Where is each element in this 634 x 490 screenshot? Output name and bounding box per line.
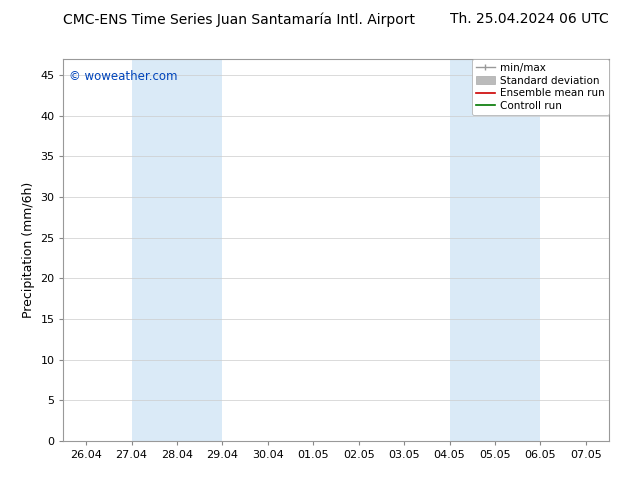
Legend: min/max, Standard deviation, Ensemble mean run, Controll run: min/max, Standard deviation, Ensemble me…: [472, 59, 609, 115]
Y-axis label: Precipitation (mm/6h): Precipitation (mm/6h): [22, 182, 35, 318]
Text: © woweather.com: © woweather.com: [69, 70, 178, 83]
Text: Th. 25.04.2024 06 UTC: Th. 25.04.2024 06 UTC: [450, 12, 609, 26]
Bar: [450, 59, 540, 441]
Text: CMC-ENS Time Series Juan Santamaría Intl. Airport: CMC-ENS Time Series Juan Santamaría Intl…: [63, 12, 415, 27]
Bar: [132, 59, 223, 441]
